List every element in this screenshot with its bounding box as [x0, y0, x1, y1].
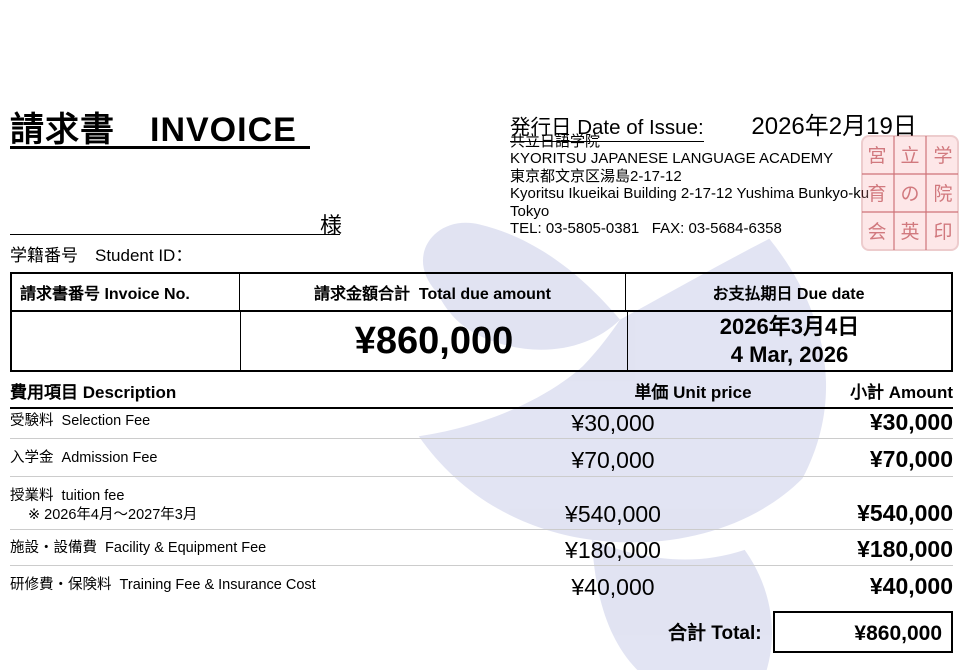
svg-text:育: 育: [867, 183, 886, 205]
svg-text:学: 学: [933, 145, 952, 167]
svg-text:宮: 宮: [867, 145, 886, 167]
svg-text:会: 会: [867, 221, 886, 243]
svg-text:の: の: [900, 184, 919, 205]
svg-text:立: 立: [900, 145, 919, 167]
svg-text:院: 院: [933, 183, 952, 205]
svg-text:印: 印: [933, 221, 952, 243]
svg-text:英: 英: [900, 221, 919, 243]
